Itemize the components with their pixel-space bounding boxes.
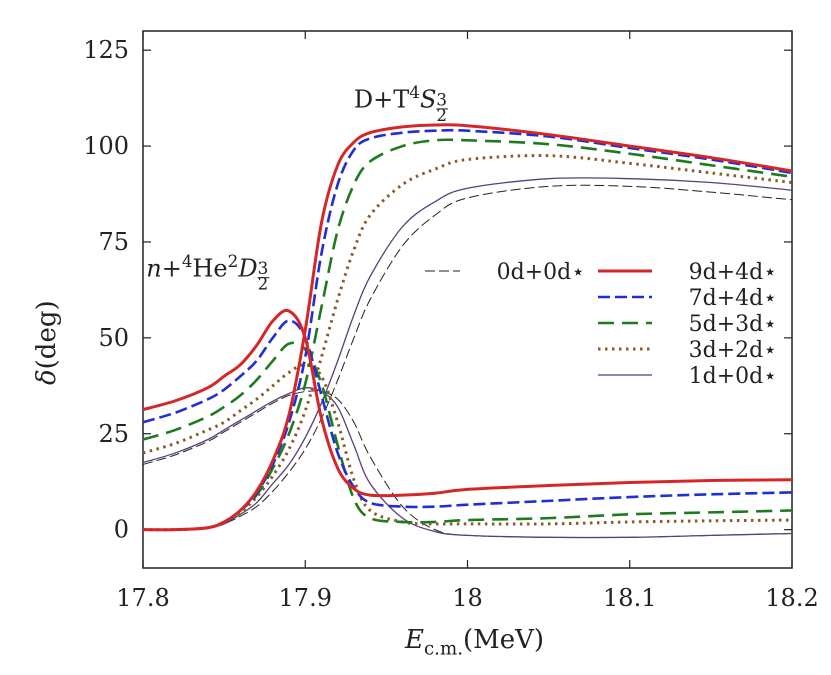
x-tick-label: 18.2 [765,584,818,612]
y-tick-label: 50 [98,324,129,352]
series-line [142,390,793,539]
series-line [142,177,793,531]
annotation: D+T 4 S 32 [354,82,449,125]
annotation-part: 4 [182,251,193,271]
annotation-part: S [420,86,436,114]
y-axis-label-part: δ [32,369,62,385]
y-axis-label-part: (deg) [32,300,62,369]
x-tick-label: 18 [452,584,483,612]
legend-label: 3d+2d⋆ [689,338,777,363]
x-tick-label: 17.8 [116,584,169,612]
annotation-part: 2 [436,105,447,125]
legend-label: 9d+4d⋆ [689,260,777,285]
annotation-part: He [193,254,228,282]
legend-label: 5d+3d⋆ [689,312,777,337]
annotation-part: + [162,254,182,282]
annotation-part: 3 [436,89,447,109]
annotation-part: 3 [258,258,269,278]
legend-label: 1d+0d⋆ [689,364,777,389]
series-line [142,123,793,532]
y-tick-label: 0 [114,516,129,544]
x-axis-label-part: E [404,625,424,655]
series-line [142,387,793,539]
y-tick-label: 75 [98,228,129,256]
y-tick-label: 125 [83,36,129,64]
annotation-part: 4 [409,82,420,102]
series-line [142,363,793,526]
series-line [142,308,793,498]
x-tick-label: 18.1 [603,584,656,612]
series-line [142,341,793,524]
annotation-part: D [237,254,257,282]
x-tick-label: 17.9 [279,584,332,612]
legend-label: 7d+4d⋆ [689,286,777,311]
legend-label: 0d+0d⋆ [497,260,585,285]
annotation-part: n [146,254,161,282]
annotation-part: 2 [228,251,239,271]
y-axis-label: δ (deg) [32,300,62,385]
annotation-part: 2 [258,274,269,294]
y-tick-label: 100 [83,132,129,160]
series-line [142,319,793,509]
y-tick-label: 25 [98,420,129,448]
annotation: n +4 He 2 D 32 [146,251,270,294]
x-axis-label-part: (MeV) [463,625,544,655]
annotation-part: D+T [354,86,409,114]
x-axis-label-part: c.m. [424,639,463,660]
